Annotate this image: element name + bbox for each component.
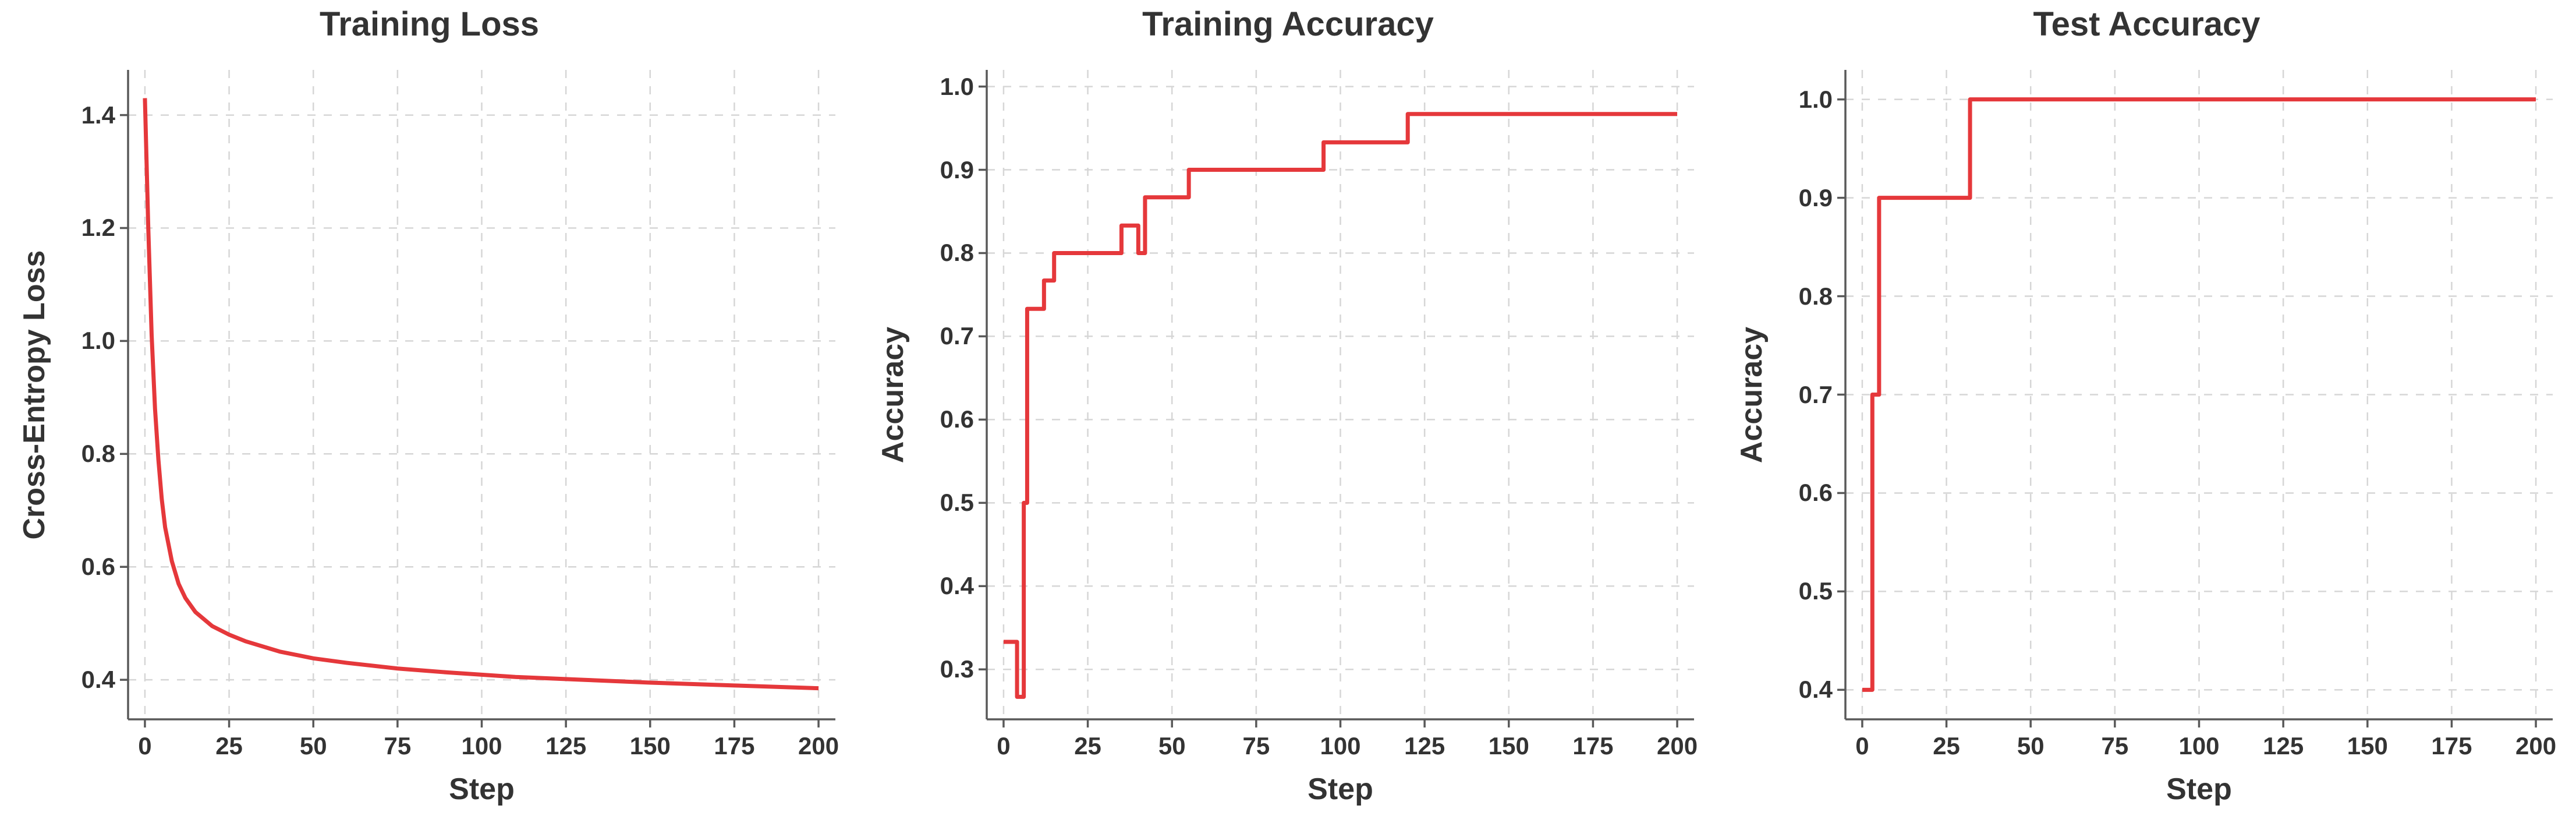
x-tick-label: 200 [798,732,839,760]
y-tick-label: 0.6 [940,405,974,433]
x-tick-label: 75 [2101,732,2128,760]
x-tick-label: 175 [1572,732,1613,760]
y-axis-label-loss: Cross-Entropy Loss [17,250,52,539]
x-tick-label: 125 [545,732,586,760]
y-tick-label: 0.8 [82,440,115,468]
x-tick-label: 200 [2515,732,2556,760]
gridlines [987,70,1694,719]
plot-svg-train_acc [987,70,1694,719]
x-tick-label: 200 [1657,732,1698,760]
x-tick-label: 25 [1074,732,1101,760]
x-tick-label: 175 [714,732,754,760]
y-tick-label: 0.7 [940,322,974,350]
plot-svg-test_acc [1845,70,2553,719]
x-tick-label: 50 [300,732,327,760]
x-tick-label: 100 [1320,732,1360,760]
y-tick-label: 0.6 [82,553,115,581]
training-metrics-figure: Training Loss Cross-Entropy Loss Step 0 25 50… [0,0,2576,830]
y-tick-label: 1.4 [82,101,115,129]
y-tick-label: 0.4 [82,666,115,694]
x-tick-label: 25 [215,732,243,760]
x-tick-label: 125 [2263,732,2304,760]
panel-title-test_acc: Test Accuracy [1717,5,2576,44]
y-tick-label: 1.0 [1799,86,1833,114]
y-tick-label: 0.4 [1799,676,1833,704]
y-tick-label: 0.5 [940,489,974,517]
x-tick-label: 175 [2431,732,2472,760]
x-tick-label: 0 [997,732,1010,760]
y-tick-label: 0.3 [940,655,974,683]
y-axis-label-test_acc: Accuracy [1734,326,1769,462]
y-tick-label: 1.2 [82,214,115,242]
x-tick-label: 150 [630,732,671,760]
x-tick-label: 50 [1158,732,1186,760]
y-tick-label: 0.5 [1799,577,1833,605]
chart-panel-test_acc: Test Accuracy Accuracy Step 0 25 50 75 100 125 15… [1717,0,2576,830]
x-axis-label-test_acc: Step [2166,772,2232,807]
x-tick-label: 100 [2178,732,2219,760]
panel-title-loss: Training Loss [0,5,859,44]
x-tick-label: 0 [1855,732,1869,760]
x-tick-label: 150 [2347,732,2388,760]
x-tick-label: 150 [1489,732,1529,760]
x-tick-label: 0 [138,732,151,760]
chart-panel-train_acc: Training Accuracy Accuracy Step 0 25 50 75 100 1… [859,0,1717,830]
y-tick-label: 1.0 [940,73,974,101]
x-tick-label: 50 [2017,732,2044,760]
x-axis-label-train_acc: Step [1308,772,1373,807]
y-tick-label: 0.6 [1799,479,1833,507]
x-tick-label: 75 [1242,732,1270,760]
y-tick-label: 1.0 [82,327,115,355]
gridlines [128,70,835,719]
x-tick-label: 75 [384,732,411,760]
chart-panel-loss: Training Loss Cross-Entropy Loss Step 0 25 50… [0,0,859,830]
y-tick-label: 0.9 [940,156,974,184]
gridlines [1845,70,2553,719]
y-tick-label: 0.7 [1799,381,1833,409]
y-tick-label: 0.4 [940,572,974,600]
y-tick-label: 0.8 [940,239,974,267]
x-tick-label: 125 [1404,732,1445,760]
x-tick-label: 100 [461,732,502,760]
y-tick-label: 0.9 [1799,184,1833,212]
x-axis-label-loss: Step [449,772,515,807]
y-tick-label: 0.8 [1799,282,1833,310]
x-tick-label: 25 [1933,732,1960,760]
y-axis-label-train_acc: Accuracy [876,326,910,462]
panel-title-train_acc: Training Accuracy [859,5,1717,44]
plot-svg-loss [128,70,835,719]
